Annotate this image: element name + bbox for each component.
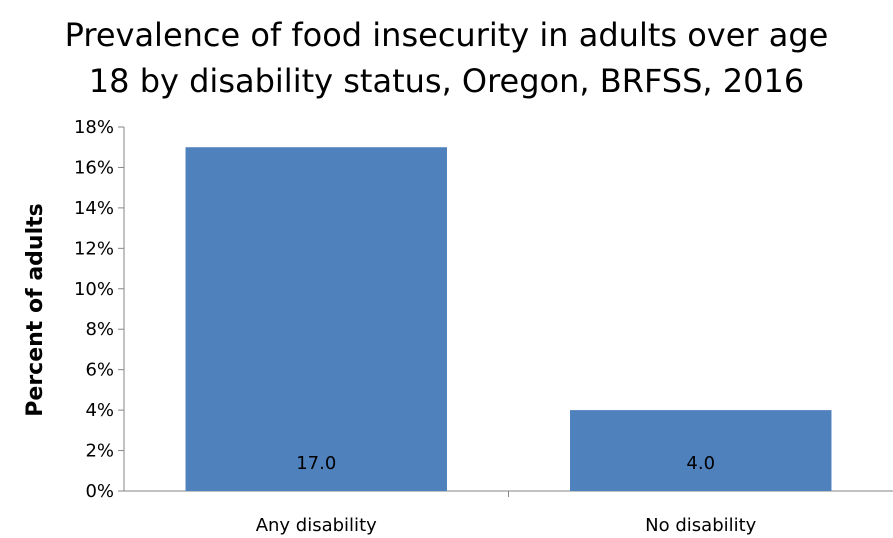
x-category-label: No disability: [645, 515, 757, 536]
y-tick-label: 6%: [85, 360, 114, 381]
chart-title-line-2: 18 by disability status, Oregon, BRFSS, …: [88, 62, 805, 100]
x-category-label: Any disability: [256, 515, 377, 536]
y-tick-label: 18%: [74, 117, 114, 138]
y-tick-label: 4%: [85, 400, 114, 421]
bar: [185, 147, 447, 491]
bar-data-label: 4.0: [686, 453, 715, 474]
y-tick-label: 12%: [74, 238, 114, 259]
y-tick-label: 0%: [85, 481, 114, 502]
y-tick-label: 14%: [74, 198, 114, 219]
y-tick-label: 16%: [74, 157, 114, 178]
y-axis-title: Percent of adults: [23, 203, 48, 416]
chart-title: Prevalence of food insecurity in adults …: [0, 12, 893, 104]
chart-title-line-1: Prevalence of food insecurity in adults …: [64, 16, 829, 54]
y-tick-label: 8%: [85, 319, 114, 340]
bar-data-label: 17.0: [296, 453, 336, 474]
x-axis: Any disability No disability: [124, 490, 893, 536]
y-tick-label: 10%: [74, 279, 114, 300]
y-tick-label: 2%: [85, 441, 114, 462]
bars: 17.0 4.0: [185, 147, 832, 491]
bar: [570, 410, 832, 491]
y-axis: 0% 2% 4% 6% 8% 10% 12% 14% 16% 18%: [74, 117, 125, 502]
